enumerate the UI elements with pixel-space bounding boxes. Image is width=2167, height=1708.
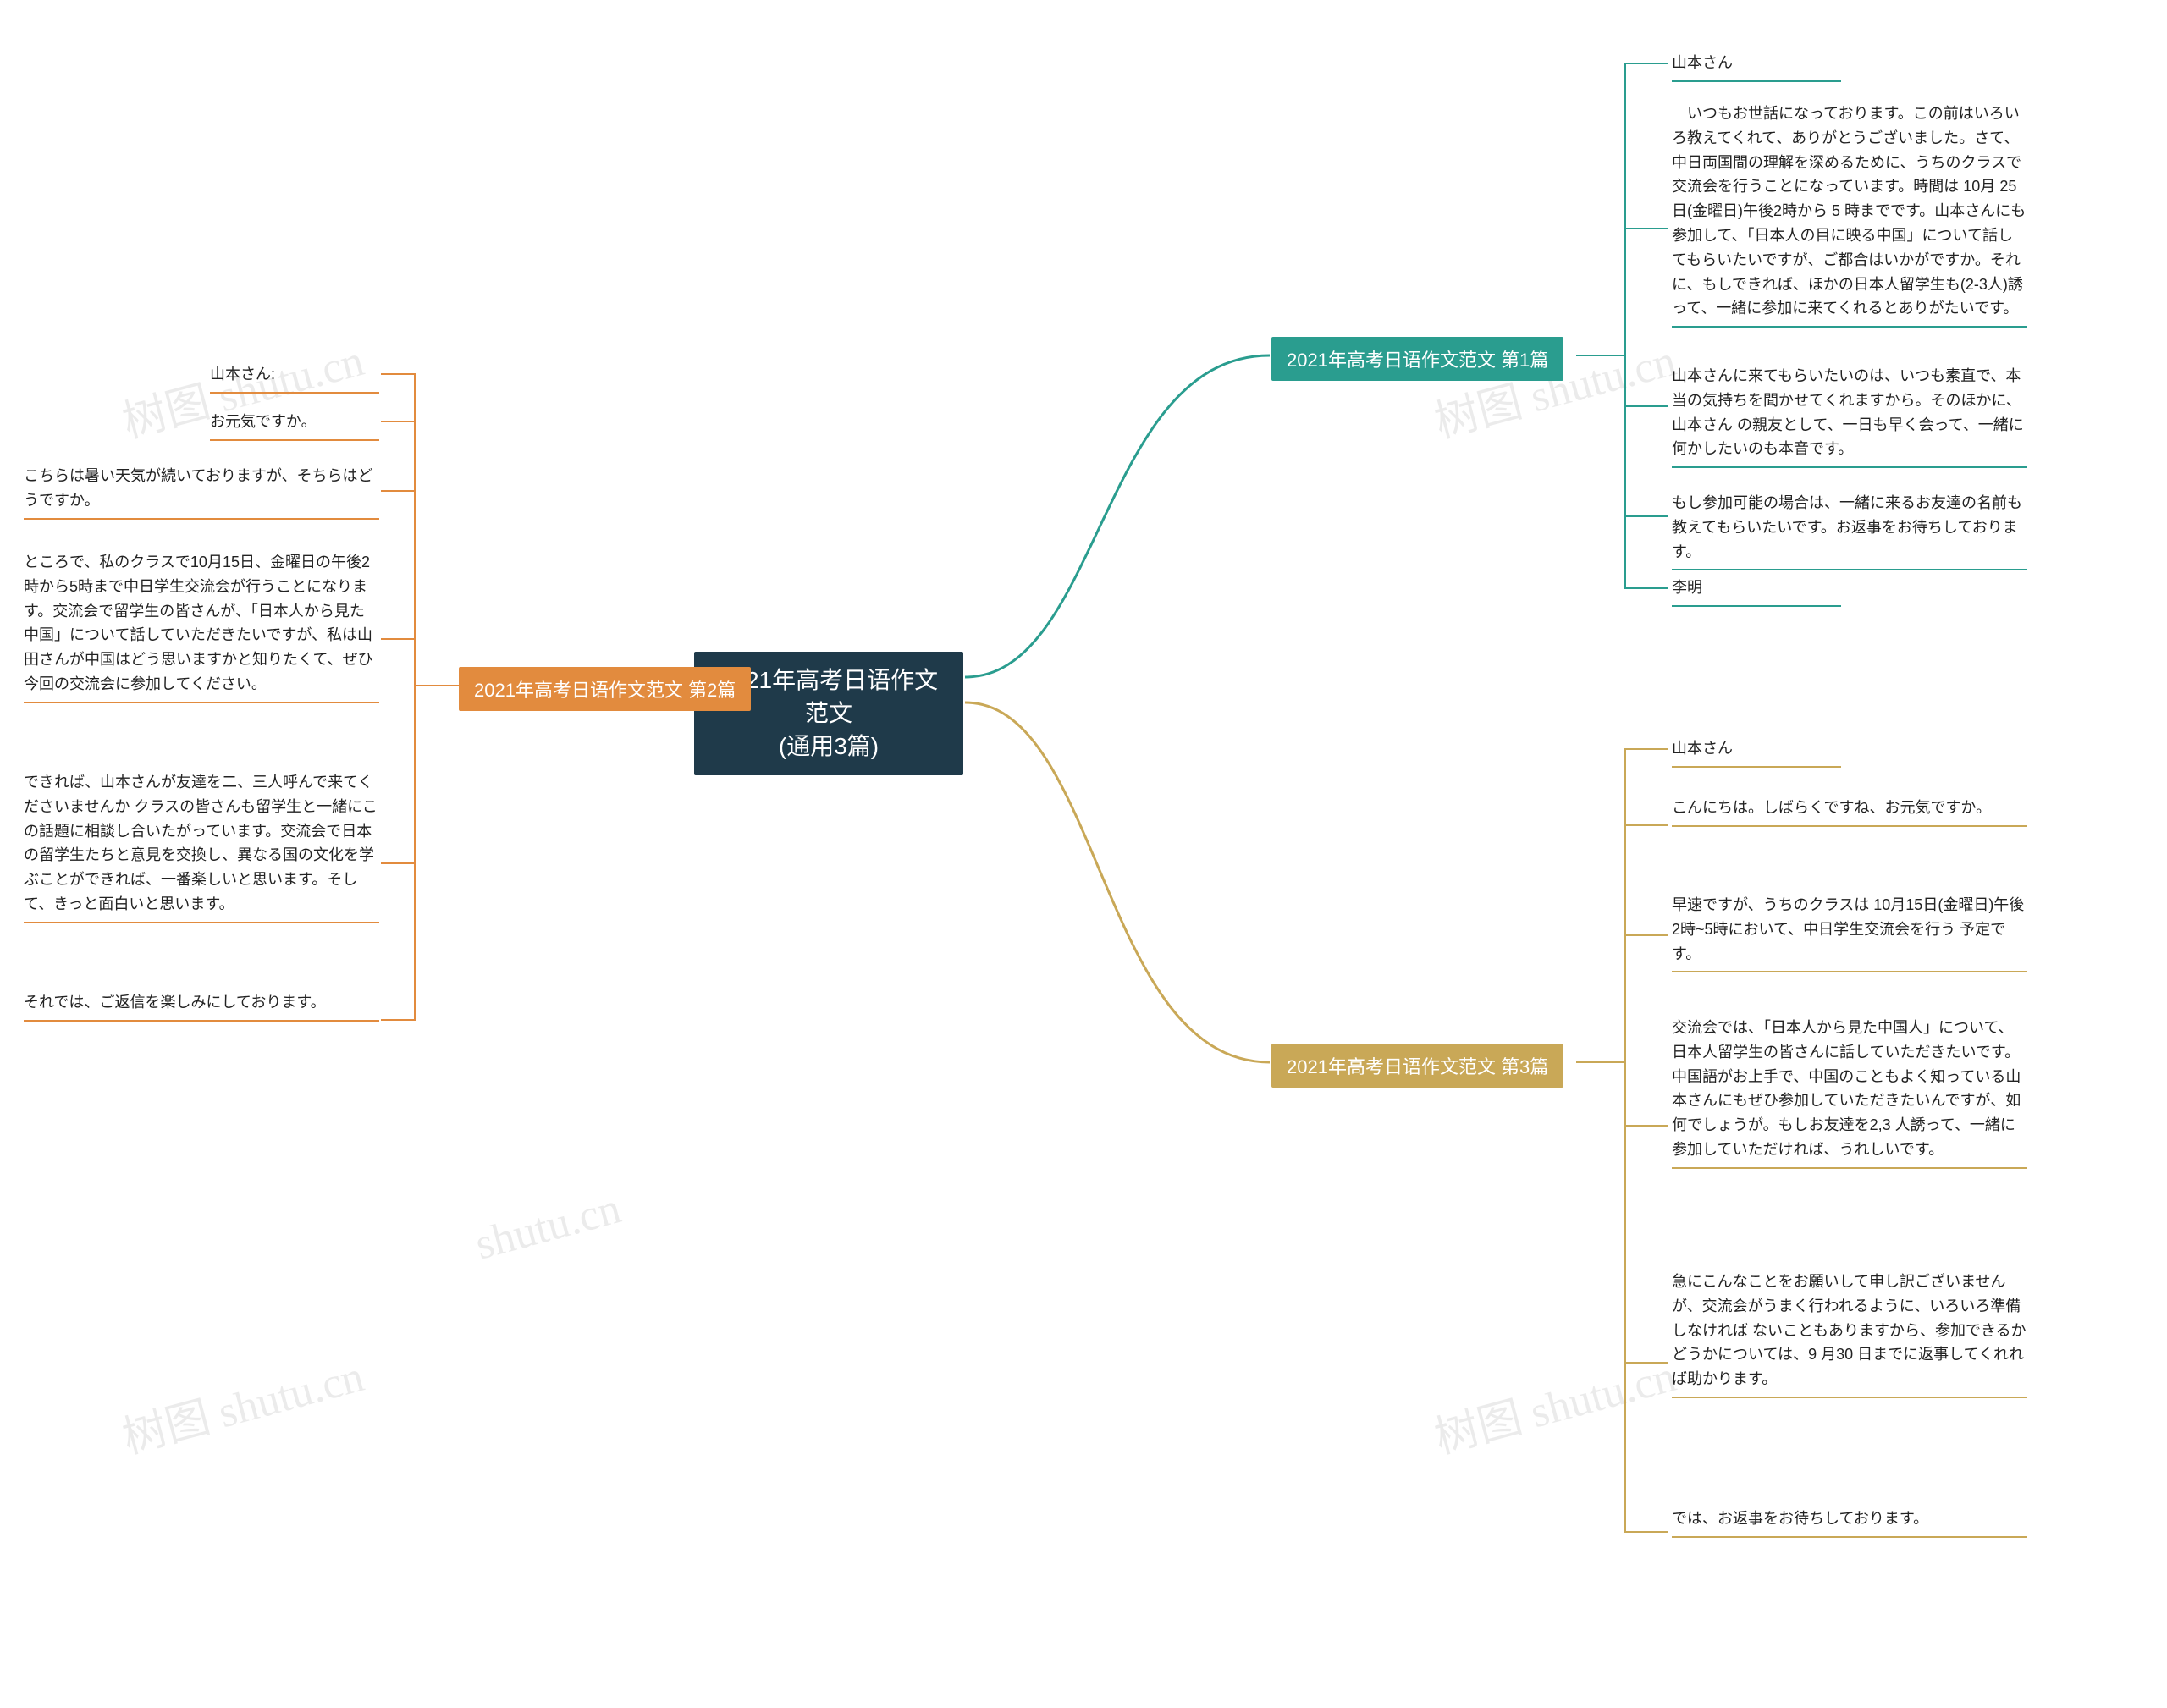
branch3-leaf: こんにちは。しばらくですね、お元気ですか。 xyxy=(1672,796,2027,827)
branch2-leaf: お元気ですか。 xyxy=(210,410,379,441)
branch-1-node[interactable]: 2021年高考日语作文范文 第1篇 xyxy=(1271,337,1563,381)
watermark: 树图 shutu.cn xyxy=(114,1341,369,1466)
branch1-leaf: 李明 xyxy=(1672,576,1841,607)
branch3-leaf: 急にこんなことをお願いして申し訳ございませんが、交流会がうまく行われるように、い… xyxy=(1672,1270,2027,1398)
branch1-leaf: 山本さんに来てもらいたいのは、いつも素直で、本当の気持ちを聞かせてくれますから。… xyxy=(1672,364,2027,468)
branch2-leaf: それでは、ご返信を楽しみにしております。 xyxy=(24,990,379,1022)
center-title-line1: 2021年高考日语作文范文 xyxy=(720,667,938,726)
branch1-leaf: 山本さん xyxy=(1672,51,1841,82)
branch-2-node[interactable]: 2021年高考日语作文范文 第2篇 xyxy=(459,667,751,711)
branch3-leaf: 山本さん xyxy=(1672,736,1841,768)
branch3-leaf: 早速ですが、うちのクラスは 10月15日(金曜日)午後 2時~5時において、中日… xyxy=(1672,893,2027,972)
branch2-leaf: こちらは暑い天気が続いておりますが、そちらはどうですか。 xyxy=(24,464,379,520)
watermark: 树图 shutu.cn xyxy=(1426,1341,1681,1466)
branch2-leaf: 山本さん: xyxy=(210,362,379,394)
branch1-leaf: もし参加可能の場合は、一緒に来るお友達の名前も教えてもらいたいです。お返事をお待… xyxy=(1672,491,2027,570)
branch1-leaf: いつもお世話になっております。この前はいろいろ教えてくれて、ありがとうございまし… xyxy=(1672,102,2027,328)
branch3-leaf: 交流会では、「日本人から見た中国人」について、日本人留学生の皆さんに話していただ… xyxy=(1672,1016,2027,1169)
branch2-leaf: できれば、山本さんが友達を二、三人呼んで来てくださいませんか クラスの皆さんも留… xyxy=(24,770,379,923)
center-title-line2: (通用3篇) xyxy=(779,733,879,759)
watermark: shutu.cn xyxy=(470,1183,626,1270)
branch2-leaf: ところで、私のクラスで10月15日、金曜日の午後2時から5時まで中日学生交流会が… xyxy=(24,550,379,703)
branch-3-node[interactable]: 2021年高考日语作文范文 第3篇 xyxy=(1271,1044,1563,1088)
branch3-leaf: では、お返事をお待ちしております。 xyxy=(1672,1507,2027,1538)
